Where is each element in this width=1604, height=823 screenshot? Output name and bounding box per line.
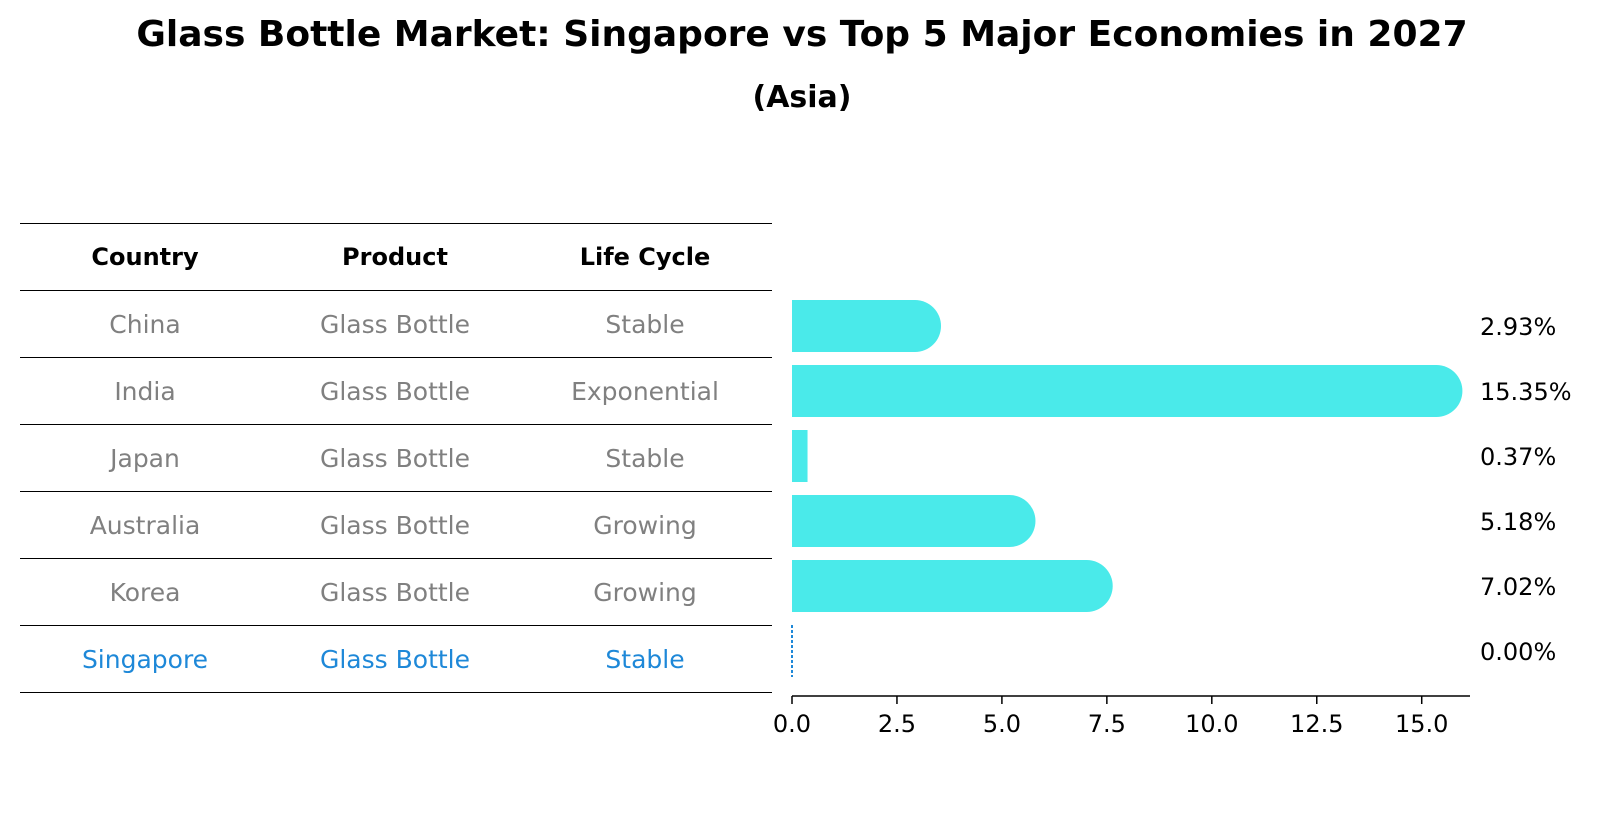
bar-india	[792, 365, 1463, 417]
life-cycle-cell: Stable	[605, 644, 685, 674]
table-row: China Glass Bottle Stable	[20, 290, 772, 357]
product-cell: Glass Bottle	[319, 376, 470, 406]
product-cell: Glass Bottle	[319, 510, 470, 540]
value-label: 0.37%	[1480, 443, 1556, 471]
product-cell: Glass Bottle	[319, 309, 470, 339]
table-row: India Glass Bottle Exponential	[20, 357, 772, 424]
life-cycle-cell: Growing	[593, 510, 697, 540]
country-cell: Japan	[110, 443, 180, 473]
table-row-highlighted: Singapore Glass Bottle Stable	[20, 625, 772, 693]
bar-japan	[792, 430, 808, 482]
table-row: Australia Glass Bottle Growing	[20, 491, 772, 558]
x-tick-label: 0.0	[773, 710, 811, 738]
value-label: 5.18%	[1480, 508, 1556, 536]
market-table: Country Product Life Cycle China Glass B…	[20, 223, 772, 693]
header-product: Product	[342, 243, 448, 271]
x-tick-label: 5.0	[983, 710, 1021, 738]
product-cell: Glass Bottle	[319, 577, 470, 607]
life-cycle-cell: Exponential	[571, 376, 719, 406]
product-cell: Glass Bottle	[319, 443, 470, 473]
value-label: 2.93%	[1480, 313, 1556, 341]
table-row: Korea Glass Bottle Growing	[20, 558, 772, 625]
table-row: Japan Glass Bottle Stable	[20, 424, 772, 491]
value-label: 15.35%	[1480, 378, 1572, 406]
value-label: 7.02%	[1480, 573, 1556, 601]
product-cell: Glass Bottle	[319, 644, 470, 674]
x-tick-label: 15.0	[1395, 710, 1448, 738]
country-cell: Australia	[89, 510, 201, 540]
table-header-row: Country Product Life Cycle	[20, 223, 772, 290]
x-tick-label: 2.5	[878, 710, 916, 738]
life-cycle-cell: Stable	[605, 309, 685, 339]
x-tick-label: 7.5	[1088, 710, 1126, 738]
life-cycle-cell: Growing	[593, 577, 697, 607]
country-cell: Singapore	[81, 644, 209, 674]
bar-korea	[792, 560, 1113, 612]
header-country: Country	[91, 243, 199, 271]
chart-title: Glass Bottle Market: Singapore vs Top 5 …	[136, 14, 1468, 55]
header-life-cycle: Life Cycle	[579, 243, 711, 271]
bar-china	[792, 300, 942, 352]
country-cell: India	[114, 376, 176, 406]
country-cell: Korea	[109, 577, 181, 607]
x-tick-label: 10.0	[1185, 710, 1238, 738]
chart-subtitle: (Asia)	[752, 80, 852, 115]
life-cycle-cell: Stable	[605, 443, 685, 473]
x-tick-label: 12.5	[1290, 710, 1343, 738]
value-label: 0.00%	[1480, 638, 1556, 666]
country-cell: China	[109, 309, 181, 339]
bar-australia	[792, 495, 1036, 547]
